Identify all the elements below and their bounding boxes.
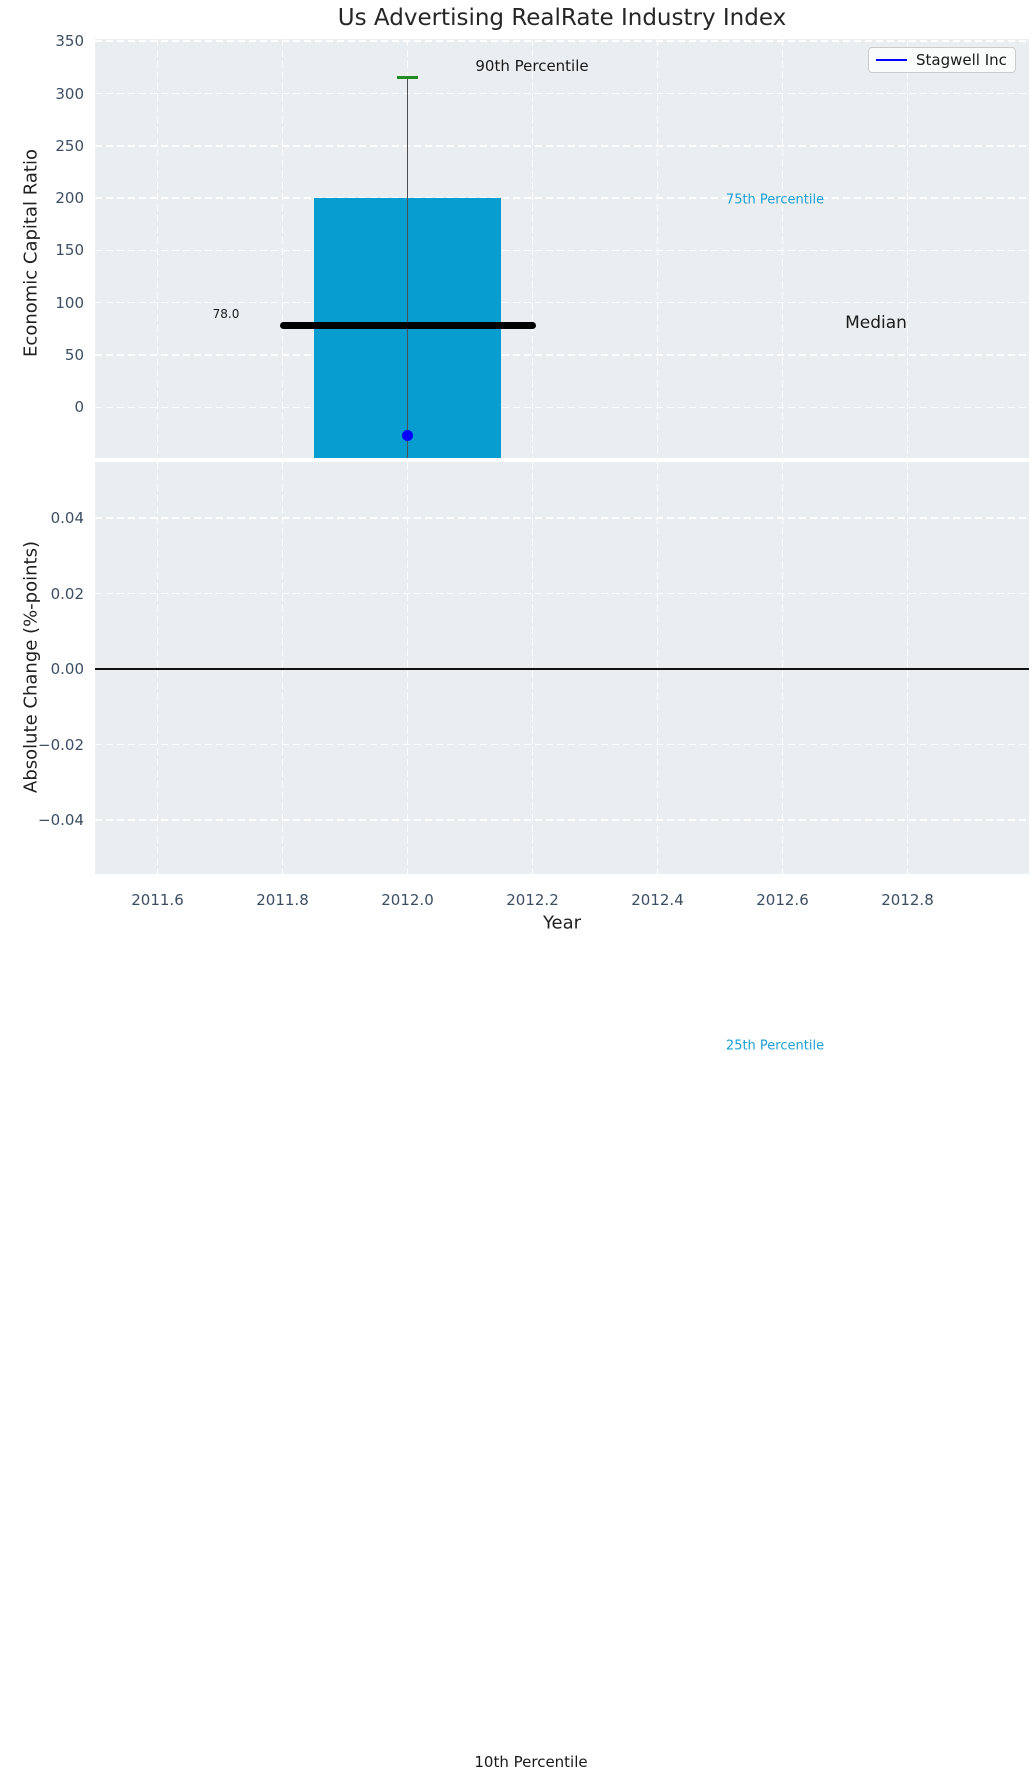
median-value-label: 78.0 bbox=[213, 307, 240, 321]
top-plot-area bbox=[95, 39, 1029, 458]
company-data-point bbox=[402, 430, 413, 441]
x-axis-tick-label: 2012.2 bbox=[498, 891, 568, 909]
gridline-horizontal bbox=[95, 517, 1029, 519]
annotation-75th-percentile: 75th Percentile bbox=[726, 193, 824, 208]
y-axis-tick-label: 0.04 bbox=[0, 509, 84, 527]
gridline-horizontal bbox=[95, 250, 1029, 252]
annotation-90th-percentile: 90th Percentile bbox=[475, 57, 588, 75]
y-axis-tick-label: 150 bbox=[0, 241, 84, 259]
gridline-vertical bbox=[907, 39, 909, 458]
gridline-vertical bbox=[782, 39, 784, 458]
gridline-horizontal bbox=[95, 593, 1029, 595]
gridline-horizontal bbox=[95, 197, 1029, 199]
x-axis-tick-label: 2012.6 bbox=[748, 891, 818, 909]
y-axis-tick-label: 0 bbox=[0, 398, 84, 416]
gridline-horizontal bbox=[95, 744, 1029, 746]
legend: Stagwell Inc bbox=[868, 47, 1016, 73]
legend-label: Stagwell Inc bbox=[916, 51, 1007, 69]
y-axis-tick-label: 300 bbox=[0, 85, 84, 103]
p90-whisker-cap bbox=[397, 76, 418, 79]
y-axis-tick-label: −0.04 bbox=[0, 811, 84, 829]
annotation-median: Median bbox=[845, 313, 907, 333]
gridline-horizontal bbox=[95, 40, 1029, 42]
y-axis-tick-label: 0.02 bbox=[0, 585, 84, 603]
figure: Us Advertising RealRate Industry Index E… bbox=[0, 0, 1034, 1780]
x-axis-tick-label: 2012.0 bbox=[373, 891, 443, 909]
gridline-vertical bbox=[532, 39, 534, 458]
x-axis-tick-label: 2011.6 bbox=[123, 891, 193, 909]
median-line bbox=[280, 322, 536, 329]
x-axis-tick-label: 2012.4 bbox=[623, 891, 693, 909]
gridline-horizontal bbox=[95, 354, 1029, 356]
y-axis-tick-label: −0.02 bbox=[0, 736, 84, 754]
y-axis-tick-label: 50 bbox=[0, 346, 84, 364]
y-axis-tick-label: 100 bbox=[0, 294, 84, 312]
zero-change-line bbox=[95, 668, 1029, 670]
annotation-25th-percentile: 25th Percentile bbox=[726, 1039, 824, 1054]
y-axis-tick-label: 200 bbox=[0, 189, 84, 207]
gridline-vertical bbox=[157, 39, 159, 458]
x-axis-tick-label: 2012.8 bbox=[873, 891, 943, 909]
x-axis-label: Year bbox=[543, 913, 581, 934]
gridline-horizontal bbox=[95, 93, 1029, 95]
gridline-horizontal bbox=[95, 407, 1029, 409]
gridline-vertical bbox=[282, 39, 284, 458]
y-axis-tick-label: 0.00 bbox=[0, 660, 84, 678]
annotation-10th-percentile: 10th Percentile bbox=[474, 1753, 587, 1771]
bottom-plot-area bbox=[95, 462, 1029, 874]
x-axis-tick-label: 2011.8 bbox=[248, 891, 318, 909]
gridline-horizontal bbox=[95, 819, 1029, 821]
whisker-line bbox=[407, 78, 409, 458]
gridline-horizontal bbox=[95, 145, 1029, 147]
gridline-vertical bbox=[657, 39, 659, 458]
legend-line-sample bbox=[876, 59, 907, 61]
y-axis-tick-label: 350 bbox=[0, 32, 84, 50]
y-axis-tick-label: 250 bbox=[0, 137, 84, 155]
gridline-horizontal bbox=[95, 302, 1029, 304]
chart-title: Us Advertising RealRate Industry Index bbox=[95, 5, 1029, 31]
